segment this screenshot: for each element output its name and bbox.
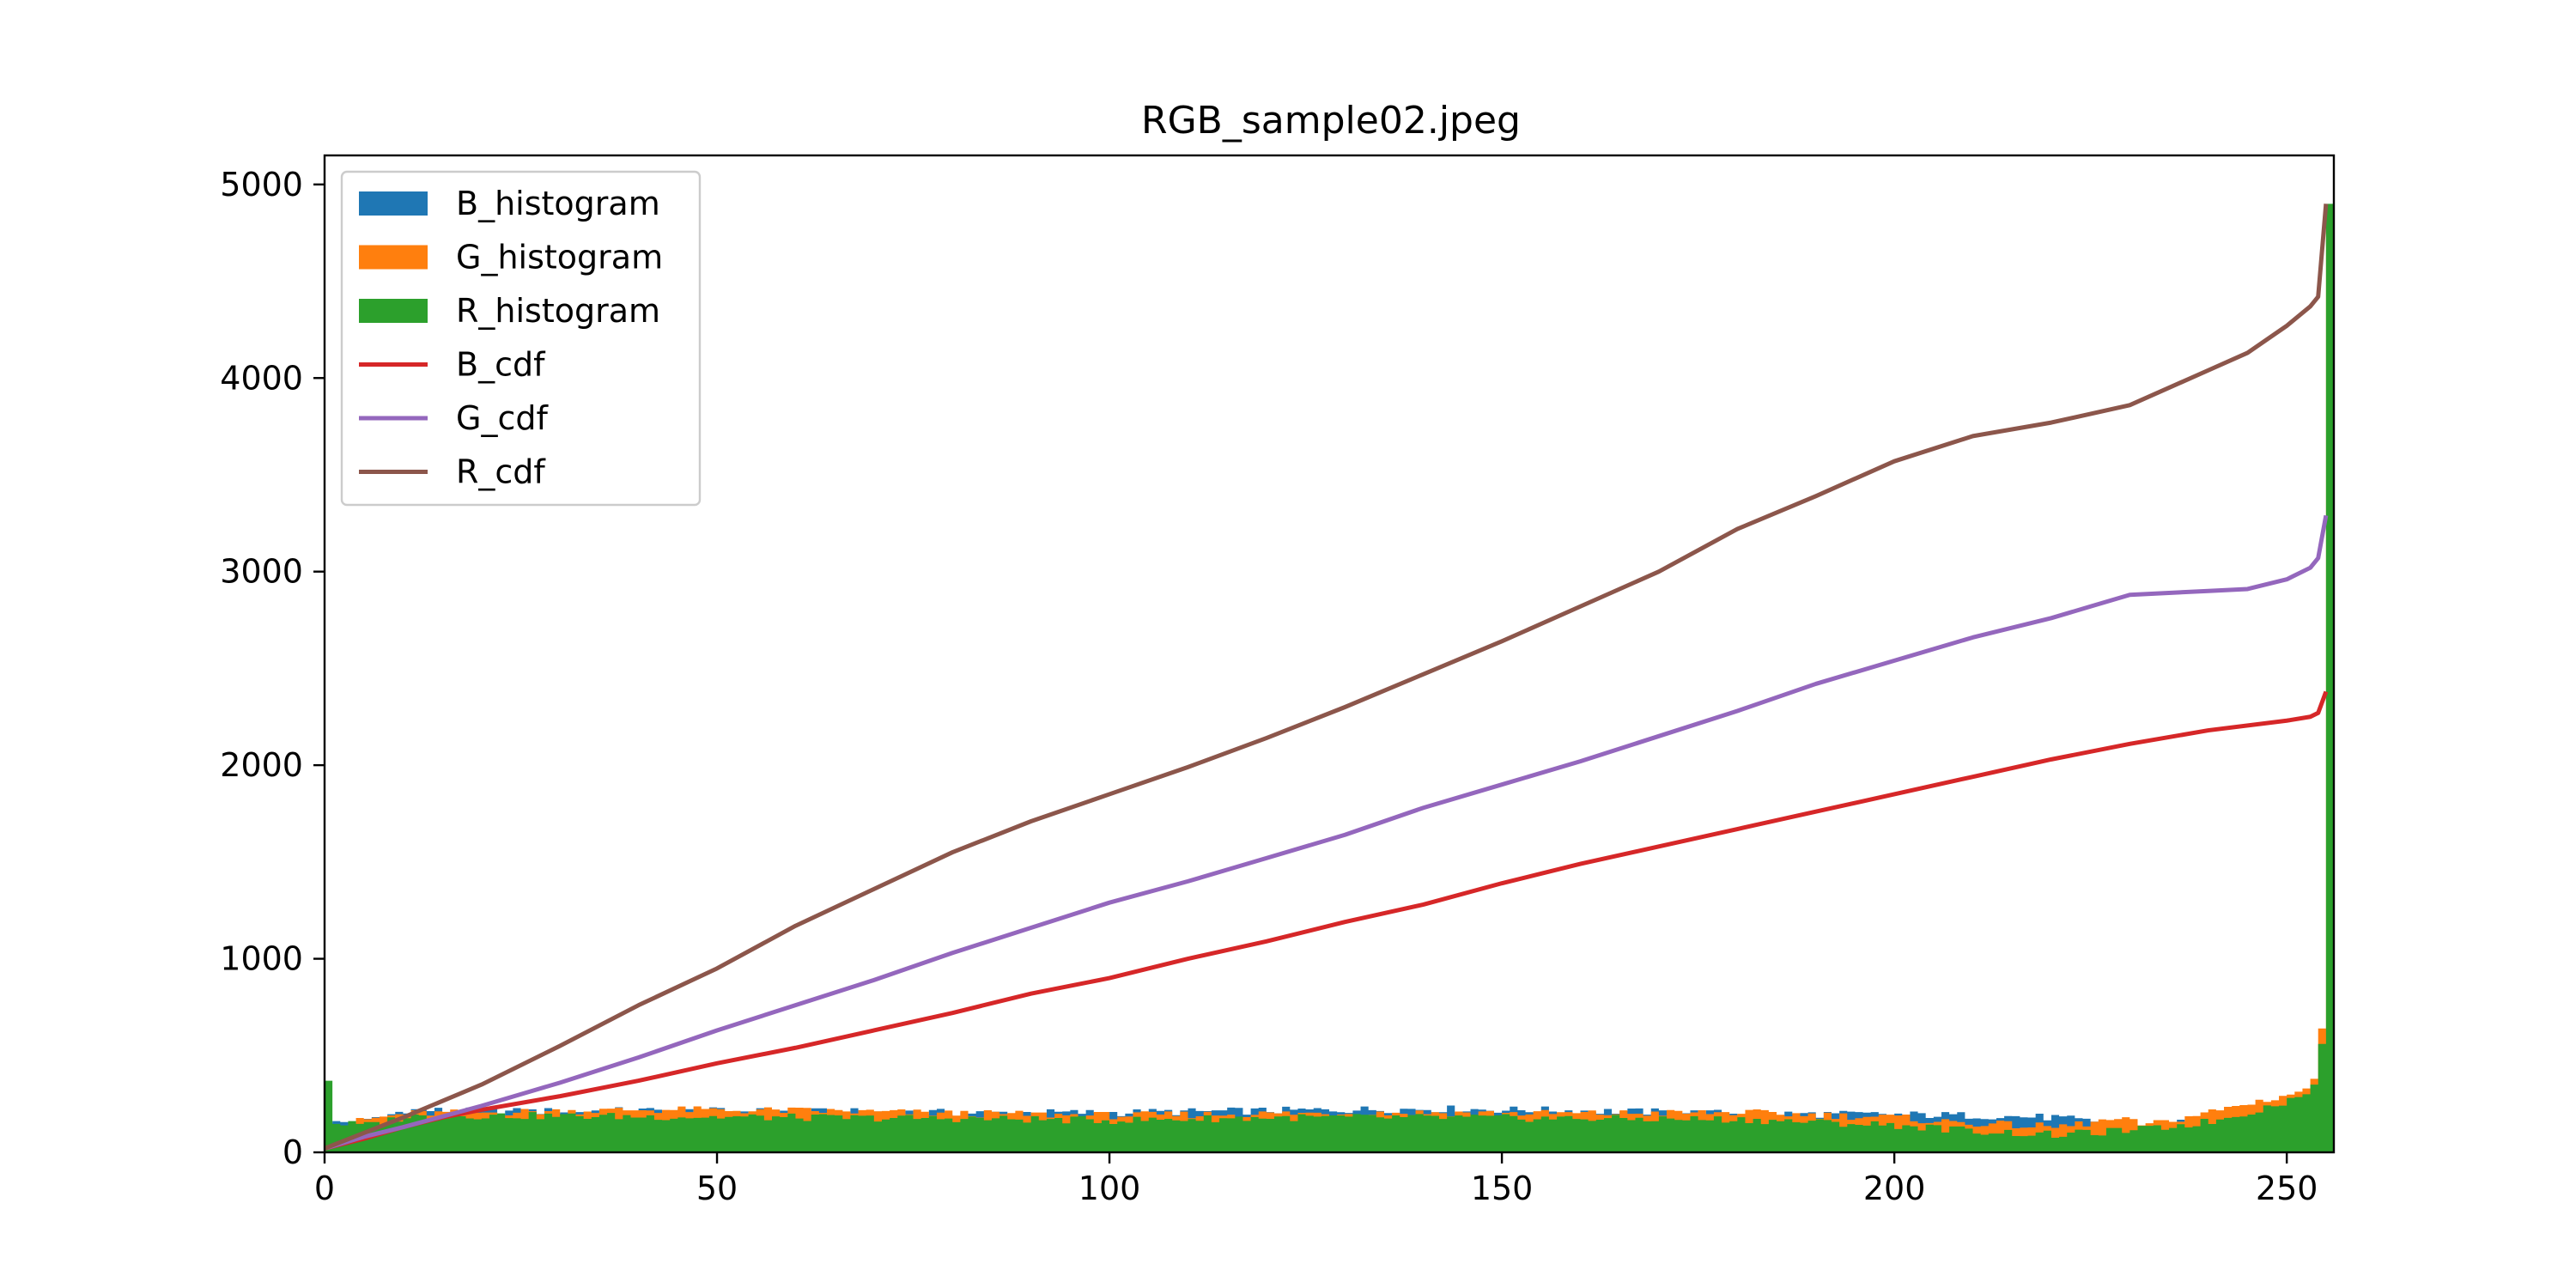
legend-box [340, 170, 702, 507]
b-cdf-line [324, 690, 2329, 1151]
y-tick-label: 4000 [220, 359, 303, 397]
x-tick-label: 50 [696, 1170, 738, 1207]
r-cdf-line [324, 204, 2329, 1151]
axes-frame [323, 154, 2336, 1154]
x-tick-label: 200 [1863, 1170, 1926, 1207]
y-tick-label: 5000 [220, 166, 303, 204]
plot-area [324, 204, 2334, 1152]
legend-label: G_histogram [456, 239, 663, 276]
x-tick-label: 100 [1078, 1170, 1141, 1207]
legend-label: B_histogram [456, 185, 660, 222]
legend-label: G_cdf [456, 399, 549, 437]
y-tick-label: 3000 [220, 553, 303, 591]
legend-label: B_cdf [456, 346, 546, 384]
y-tick-label: 0 [283, 1133, 303, 1171]
legend-swatch [359, 299, 428, 323]
y-tick-label: 1000 [220, 940, 303, 978]
legend-label: R_histogram [456, 292, 660, 330]
axes: 0 50 100 150 200 250 0 1000 2000 3000 4000 5000 [220, 154, 2336, 1207]
legend: B_histogram G_histogram R_histogram B_cdf G_… [340, 170, 702, 507]
chart-title: RGB_sample02.jpeg [1141, 99, 1521, 143]
g-cdf-line [324, 514, 2329, 1151]
x-tick-label: 250 [2256, 1170, 2318, 1207]
x-tick-label: 150 [1471, 1170, 1534, 1207]
legend-swatch [359, 245, 428, 270]
legend-swatch [359, 191, 428, 216]
y-tick-label: 2000 [220, 746, 303, 784]
legend-label: R_cdf [456, 453, 546, 491]
x-tick-label: 0 [314, 1170, 335, 1207]
